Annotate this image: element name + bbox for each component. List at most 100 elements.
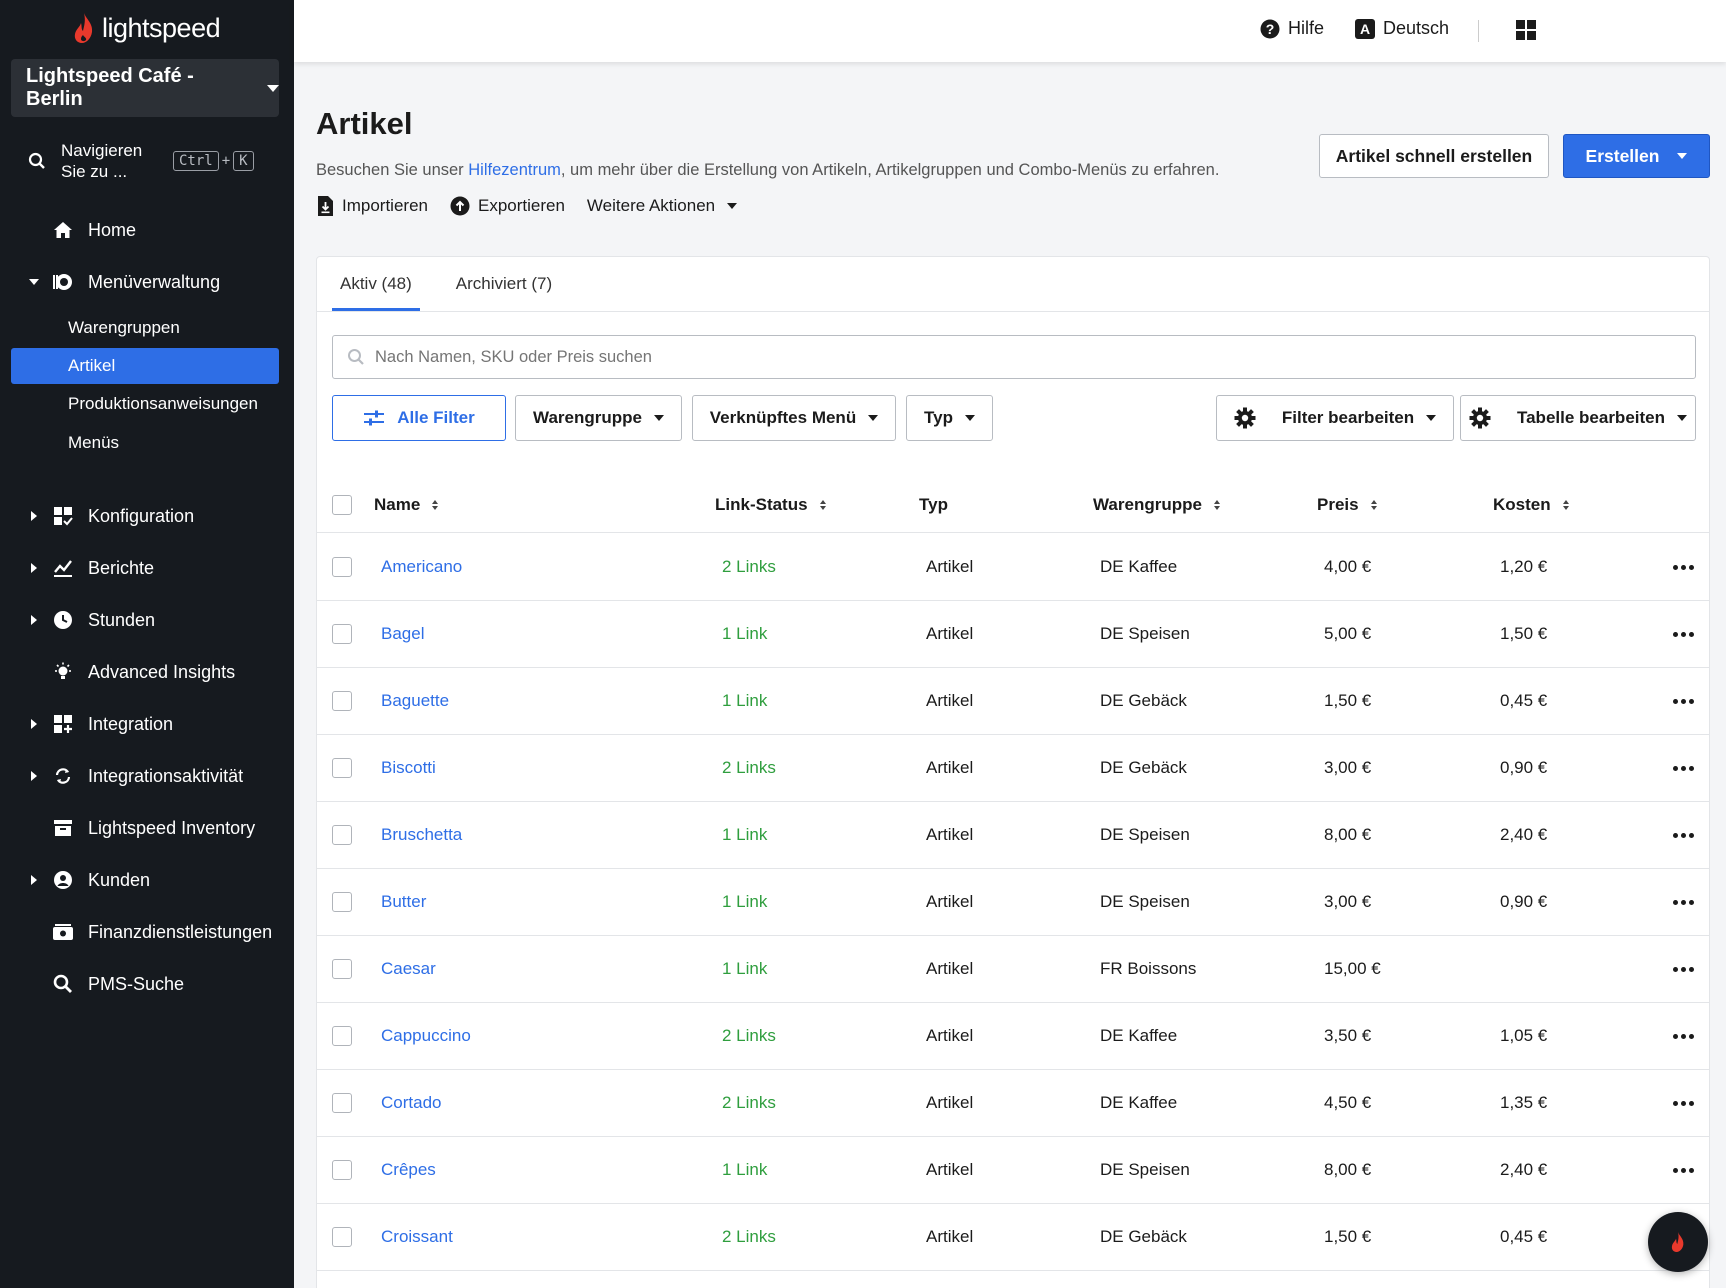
table-row[interactable]: Americano 2 Links Artikel DE Kaffee 4,00 € 1,… — [317, 534, 1709, 601]
import-button[interactable]: Importieren — [316, 196, 428, 216]
type-filter-dropdown[interactable]: Typ — [906, 395, 993, 441]
more-options-icon[interactable] — [1673, 869, 1694, 935]
row-checkbox[interactable] — [332, 1160, 352, 1180]
link-status[interactable]: 2 Links — [722, 1093, 776, 1112]
column-header-price[interactable]: Preis — [1317, 477, 1377, 533]
link-status[interactable]: 1 Link — [722, 825, 768, 844]
row-checkbox[interactable] — [332, 1227, 352, 1247]
link-status[interactable]: 1 Link — [722, 1160, 768, 1179]
sidebar-item-advanced-insights[interactable]: Advanced Insights — [0, 652, 294, 692]
item-name-link[interactable]: Caesar — [381, 959, 436, 978]
more-options-icon[interactable] — [1673, 601, 1694, 667]
select-all-checkbox[interactable] — [332, 495, 352, 515]
row-checkbox[interactable] — [332, 825, 352, 845]
language-button[interactable]: A Deutsch — [1355, 18, 1449, 39]
table-row[interactable]: Bruschetta 1 Link Artikel DE Speisen 8,00 € 2… — [317, 802, 1709, 869]
row-checkbox[interactable] — [332, 624, 352, 644]
lightspeed-logo[interactable]: lightspeed — [72, 12, 221, 44]
table-row[interactable]: Crêpes 1 Link Artikel DE Speisen 8,00 € 2,40 … — [317, 1137, 1709, 1204]
sidebar-item-integration-activity[interactable]: Integrationsaktivität — [0, 756, 294, 796]
item-name-link[interactable]: Cappuccino — [381, 1026, 471, 1045]
row-checkbox[interactable] — [332, 959, 352, 979]
column-header-link-status[interactable]: Link-Status — [715, 477, 826, 533]
chat-launcher-button[interactable] — [1648, 1212, 1708, 1272]
link-status[interactable]: 1 Link — [722, 691, 768, 710]
link-status[interactable]: 2 Links — [722, 758, 776, 777]
column-header-cost[interactable]: Kosten — [1493, 477, 1569, 533]
item-name-link[interactable]: Cortado — [381, 1093, 442, 1112]
table-row[interactable]: Cappuccino 2 Links Artikel DE Kaffee 3,50 € 1… — [317, 1003, 1709, 1070]
edit-filters-button[interactable]: Filter bearbeiten — [1216, 395, 1454, 441]
column-header-name[interactable]: Name — [374, 477, 439, 533]
table-row[interactable]: Biscotti 2 Links Artikel DE Gebäck 3,00 € 0,9… — [317, 735, 1709, 802]
apps-grid-icon[interactable] — [1516, 20, 1536, 40]
search-input[interactable] — [375, 347, 1675, 367]
item-name-link[interactable]: Americano — [381, 557, 463, 576]
sidebar-subitem-menues[interactable]: Menüs — [68, 433, 120, 452]
export-button[interactable]: Exportieren — [450, 196, 565, 216]
table-row[interactable]: Bagel 1 Link Artikel DE Speisen 5,00 € 1,50 € — [317, 601, 1709, 668]
all-filters-button[interactable]: Alle Filter — [332, 395, 506, 441]
more-options-icon[interactable] — [1673, 735, 1694, 801]
item-name-link[interactable]: Biscotti — [381, 758, 436, 777]
table-row[interactable]: Cortado 2 Links Artikel DE Kaffee 4,50 € 1,35… — [317, 1070, 1709, 1137]
link-status[interactable]: 1 Link — [722, 624, 768, 643]
help-center-link[interactable]: Hilfezentrum — [468, 161, 561, 179]
linked-menu-filter-dropdown[interactable]: Verknüpftes Menü — [692, 395, 896, 441]
item-name-link[interactable]: Bagel — [381, 624, 425, 643]
row-checkbox[interactable] — [332, 758, 352, 778]
tab-active[interactable]: Aktiv (48) — [332, 257, 420, 311]
sidebar-item-integration[interactable]: Integration — [0, 704, 294, 744]
more-actions-dropdown[interactable]: Weitere Aktionen — [587, 196, 738, 216]
link-status[interactable]: 1 Link — [722, 892, 768, 911]
sidebar-item-configuration[interactable]: Konfiguration — [0, 496, 294, 536]
row-checkbox[interactable] — [332, 1093, 352, 1113]
sidebar-item-pms-search[interactable]: PMS-Suche — [0, 964, 294, 1004]
more-options-icon[interactable] — [1673, 936, 1694, 1002]
item-name-link[interactable]: Crêpes — [381, 1160, 436, 1179]
quick-create-button[interactable]: Artikel schnell erstellen — [1319, 134, 1549, 178]
table-row[interactable]: Caesar 1 Link Artikel FR Boissons 15,00 € — [317, 936, 1709, 1003]
table-row[interactable]: Butter 1 Link Artikel DE Speisen 3,00 € 0,90 … — [317, 869, 1709, 936]
help-button[interactable]: ? Hilfe — [1260, 18, 1324, 39]
row-checkbox[interactable] — [332, 691, 352, 711]
more-options-icon[interactable] — [1673, 668, 1694, 734]
sidebar-item-reports[interactable]: Berichte — [0, 548, 294, 588]
item-name-link[interactable]: Bruschetta — [381, 825, 463, 844]
sidebar-subitem-artikel[interactable]: Artikel — [11, 348, 279, 384]
table-row[interactable]: Baguette 1 Link Artikel DE Gebäck 1,50 € 0,45… — [317, 668, 1709, 735]
item-name-link[interactable]: Butter — [381, 892, 427, 911]
navigate-search[interactable]: Navigieren Sie zu ... Ctrl + K — [28, 140, 268, 182]
link-status[interactable]: 2 Links — [722, 1227, 776, 1246]
item-name-link[interactable]: Baguette — [381, 691, 450, 710]
row-checkbox[interactable] — [332, 557, 352, 577]
tab-archived[interactable]: Archiviert (7) — [455, 274, 553, 293]
item-name-link[interactable]: Croissant — [381, 1227, 453, 1246]
link-status[interactable]: 2 Links — [722, 557, 776, 576]
sidebar-subitem-produktionsanweisungen[interactable]: Produktionsanweisungen — [68, 394, 258, 413]
more-options-icon[interactable] — [1673, 1137, 1694, 1203]
group-filter-dropdown[interactable]: Warengruppe — [515, 395, 682, 441]
row-checkbox[interactable] — [332, 1026, 352, 1046]
table-row[interactable]: Croissant 2 Links Artikel DE Gebäck 1,50 € 0,… — [317, 1204, 1709, 1271]
link-status[interactable]: 1 Link — [722, 959, 768, 978]
row-checkbox[interactable] — [332, 892, 352, 912]
sidebar-item-inventory[interactable]: Lightspeed Inventory — [0, 808, 294, 848]
sync-icon — [52, 765, 74, 787]
sidebar-item-customers[interactable]: Kunden — [0, 860, 294, 900]
search-field[interactable] — [332, 335, 1696, 379]
more-options-icon[interactable] — [1673, 534, 1694, 600]
create-button[interactable]: Erstellen — [1563, 134, 1710, 178]
more-options-icon[interactable] — [1673, 802, 1694, 868]
sidebar-item-hours[interactable]: Stunden — [0, 600, 294, 640]
link-status[interactable]: 2 Links — [722, 1026, 776, 1045]
column-header-group[interactable]: Warengruppe — [1093, 477, 1220, 533]
venue-selector[interactable]: Lightspeed Café - Berlin — [11, 59, 279, 117]
more-options-icon[interactable] — [1673, 1003, 1694, 1069]
sidebar-item-home[interactable]: Home — [0, 210, 294, 250]
sidebar-item-menu-management[interactable]: Menüverwaltung — [0, 262, 294, 302]
more-options-icon[interactable] — [1673, 1070, 1694, 1136]
sidebar-subitem-warengruppen[interactable]: Warengruppen — [68, 318, 180, 337]
sidebar-item-financial-services[interactable]: Finanzdienstleistungen — [0, 912, 294, 952]
edit-table-button[interactable]: Tabelle bearbeiten — [1460, 395, 1696, 441]
